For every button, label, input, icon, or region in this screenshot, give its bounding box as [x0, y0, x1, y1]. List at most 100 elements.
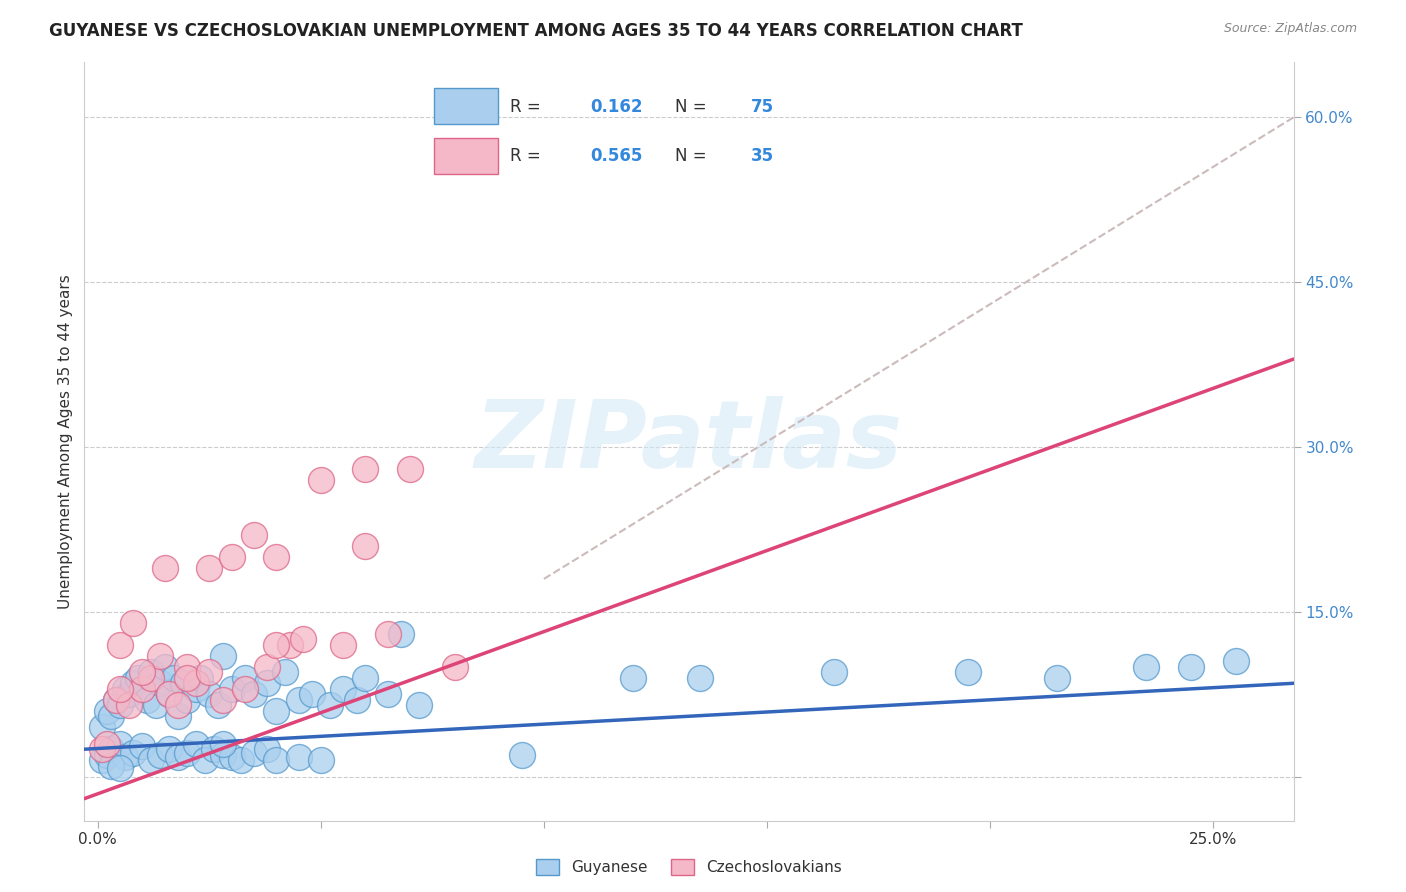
Point — [221, 681, 243, 696]
Point — [194, 753, 217, 767]
Point — [264, 753, 287, 767]
Point — [153, 561, 176, 575]
Point — [172, 676, 194, 690]
Point — [510, 747, 533, 762]
Text: GUYANESE VS CZECHOSLOVAKIAN UNEMPLOYMENT AMONG AGES 35 TO 44 YEARS CORRELATION C: GUYANESE VS CZECHOSLOVAKIAN UNEMPLOYMENT… — [49, 22, 1024, 40]
Point — [118, 698, 141, 713]
Point — [198, 687, 221, 701]
Point — [264, 638, 287, 652]
Point — [184, 676, 207, 690]
Point — [202, 742, 225, 756]
Point — [332, 638, 354, 652]
Point — [149, 648, 172, 663]
Point — [100, 758, 122, 772]
Point — [823, 665, 845, 680]
Point — [131, 739, 153, 753]
Point — [145, 698, 167, 713]
Point — [211, 692, 233, 706]
Point — [184, 681, 207, 696]
Point — [291, 632, 314, 647]
Point — [309, 473, 332, 487]
Point — [157, 687, 180, 701]
Point — [689, 671, 711, 685]
Point — [167, 698, 190, 713]
Text: 0.162: 0.162 — [591, 98, 643, 116]
Point — [264, 549, 287, 564]
Text: R =: R = — [510, 147, 541, 165]
Point — [108, 681, 131, 696]
Point — [141, 665, 163, 680]
Point — [377, 687, 399, 701]
Point — [408, 698, 430, 713]
Point — [319, 698, 342, 713]
Point — [162, 671, 184, 685]
Point — [1180, 660, 1202, 674]
Point — [389, 627, 412, 641]
Point — [229, 753, 252, 767]
Point — [1046, 671, 1069, 685]
Point — [91, 720, 114, 734]
Text: ZIPatlas: ZIPatlas — [475, 395, 903, 488]
Point — [96, 737, 118, 751]
Point — [184, 737, 207, 751]
Point — [274, 665, 297, 680]
Point — [190, 671, 212, 685]
Text: N =: N = — [675, 147, 706, 165]
Point — [956, 665, 979, 680]
Point — [207, 698, 229, 713]
Point — [157, 742, 180, 756]
Point — [141, 753, 163, 767]
Point — [131, 665, 153, 680]
Text: 0.565: 0.565 — [591, 147, 643, 165]
Point — [135, 692, 157, 706]
Point — [278, 638, 301, 652]
Point — [122, 615, 145, 630]
Text: 35: 35 — [751, 147, 773, 165]
Point — [131, 681, 153, 696]
FancyBboxPatch shape — [434, 88, 498, 124]
FancyBboxPatch shape — [434, 137, 498, 174]
Point — [198, 665, 221, 680]
Point — [354, 671, 377, 685]
Point — [309, 753, 332, 767]
Point — [256, 742, 278, 756]
Point — [108, 638, 131, 652]
Point — [256, 676, 278, 690]
Point — [256, 660, 278, 674]
Point — [176, 746, 198, 760]
Point — [233, 681, 256, 696]
Point — [399, 462, 422, 476]
Point — [176, 671, 198, 685]
Point — [1225, 654, 1247, 668]
Point — [157, 687, 180, 701]
Text: R =: R = — [510, 98, 541, 116]
Point — [141, 671, 163, 685]
Point — [167, 750, 190, 764]
Point — [1135, 660, 1157, 674]
Point — [118, 687, 141, 701]
Point — [221, 750, 243, 764]
Point — [243, 687, 266, 701]
Point — [91, 742, 114, 756]
Point — [108, 761, 131, 775]
Point — [287, 750, 309, 764]
Point — [243, 528, 266, 542]
Point — [149, 676, 172, 690]
Point — [108, 737, 131, 751]
Point — [91, 753, 114, 767]
Point — [443, 660, 465, 674]
Point — [221, 549, 243, 564]
Legend: Guyanese, Czechoslovakians: Guyanese, Czechoslovakians — [530, 853, 848, 881]
Point — [100, 742, 122, 756]
Point — [104, 692, 127, 706]
Point — [243, 746, 266, 760]
Point — [354, 462, 377, 476]
Point — [153, 660, 176, 674]
Point — [211, 737, 233, 751]
Point — [149, 747, 172, 762]
Point — [100, 709, 122, 723]
Point — [131, 681, 153, 696]
Point — [354, 539, 377, 553]
Point — [104, 692, 127, 706]
Y-axis label: Unemployment Among Ages 35 to 44 years: Unemployment Among Ages 35 to 44 years — [58, 274, 73, 609]
